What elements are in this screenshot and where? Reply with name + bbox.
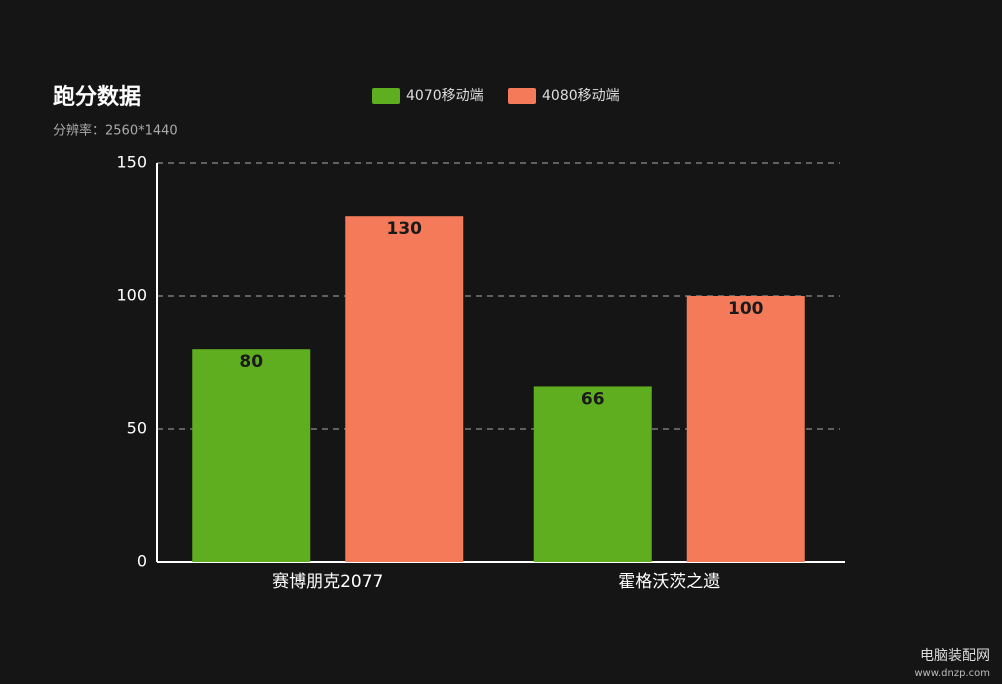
value-label: 66 [581,389,605,409]
y-tick-label: 100 [116,286,147,305]
y-tick-label: 0 [137,552,147,571]
chart-title: 跑分数据 [53,84,141,110]
legend-label: 4070移动端 [406,88,484,104]
y-tick-label: 50 [127,419,147,438]
watermark: 电脑装配网 [920,648,990,664]
bar [192,349,311,562]
chart-subtitle: 分辨率：2560*1440 [53,123,178,139]
watermark-url: www.dnzp.com [914,668,990,679]
bar [345,216,464,562]
bar [686,296,805,562]
legend-label: 4080移动端 [542,88,620,104]
bar [533,386,652,562]
value-label: 80 [239,352,263,372]
value-label: 100 [728,299,764,319]
y-tick-label: 150 [116,153,147,172]
x-tick-label: 赛博朋克2077 [272,571,383,592]
value-label: 130 [387,219,423,239]
legend-swatch [372,88,400,104]
legend-swatch [508,88,536,104]
x-tick-label: 霍格沃茨之遗 [618,572,720,592]
